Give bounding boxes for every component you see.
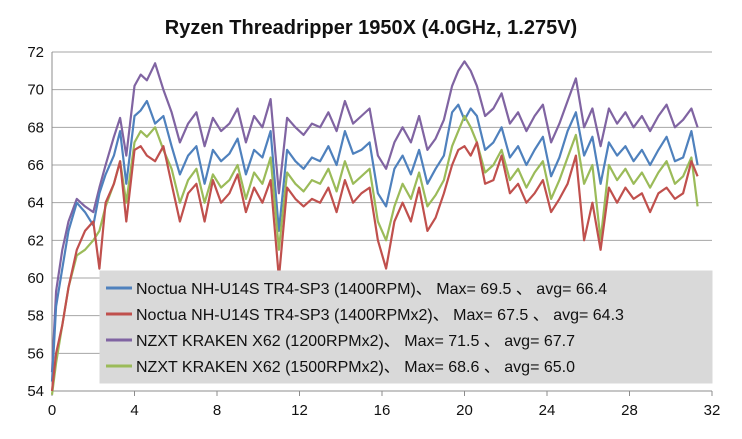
y-tick-label: 58 bbox=[27, 308, 44, 325]
x-tick-label: 28 bbox=[621, 402, 638, 419]
series-line-2 bbox=[50, 141, 699, 392]
chart-title: Ryzen Threadripper 1950X (4.0GHz, 1.275V… bbox=[165, 17, 577, 39]
x-tick-label: 4 bbox=[130, 402, 138, 419]
y-tick-label: 68 bbox=[27, 119, 44, 136]
y-tick-label: 62 bbox=[27, 232, 44, 249]
legend: Noctua NH-U14S TR4-SP3 (1400RPM)、 Max= 6… bbox=[99, 270, 713, 384]
series-line-3 bbox=[50, 60, 699, 373]
series-lines bbox=[50, 60, 699, 395]
y-tick-label: 64 bbox=[27, 195, 44, 212]
legend-entry: Noctua NH-U14S TR4-SP3 (1400RPM)、 Max= 6… bbox=[136, 281, 607, 298]
x-tick-label: 16 bbox=[374, 402, 391, 419]
x-tick-label: 12 bbox=[291, 402, 308, 419]
y-tick-label: 56 bbox=[27, 345, 44, 362]
axes: 54 56 58 60 62 64 66 68 70 72 0 4 8 12 16 20 24 28 32 bbox=[27, 44, 720, 419]
series-line-4 bbox=[50, 114, 699, 395]
legend-entry: NZXT KRAKEN X62 (1200RPMx2)、 Max= 71.5 、… bbox=[136, 333, 575, 350]
x-tick-label: 20 bbox=[456, 402, 473, 419]
x-tick-label: 8 bbox=[213, 402, 221, 419]
y-tick-label: 60 bbox=[27, 270, 44, 287]
legend-entry: Noctua NH-U14S TR4-SP3 (1400RPMx2)、 Max=… bbox=[136, 307, 624, 324]
legend-entry: NZXT KRAKEN X62 (1500RPMx2)、 Max= 68.6 、… bbox=[136, 359, 575, 376]
x-tick-label: 32 bbox=[704, 402, 721, 419]
legend-box bbox=[99, 270, 713, 384]
series-line-1 bbox=[50, 99, 699, 382]
x-tick-label: 0 bbox=[48, 402, 56, 419]
y-tick-label: 66 bbox=[27, 157, 44, 174]
x-tick-label: 24 bbox=[539, 402, 556, 419]
y-tick-label: 70 bbox=[27, 82, 44, 99]
y-tick-label: 72 bbox=[27, 44, 44, 61]
y-tick-label: 54 bbox=[27, 383, 44, 400]
